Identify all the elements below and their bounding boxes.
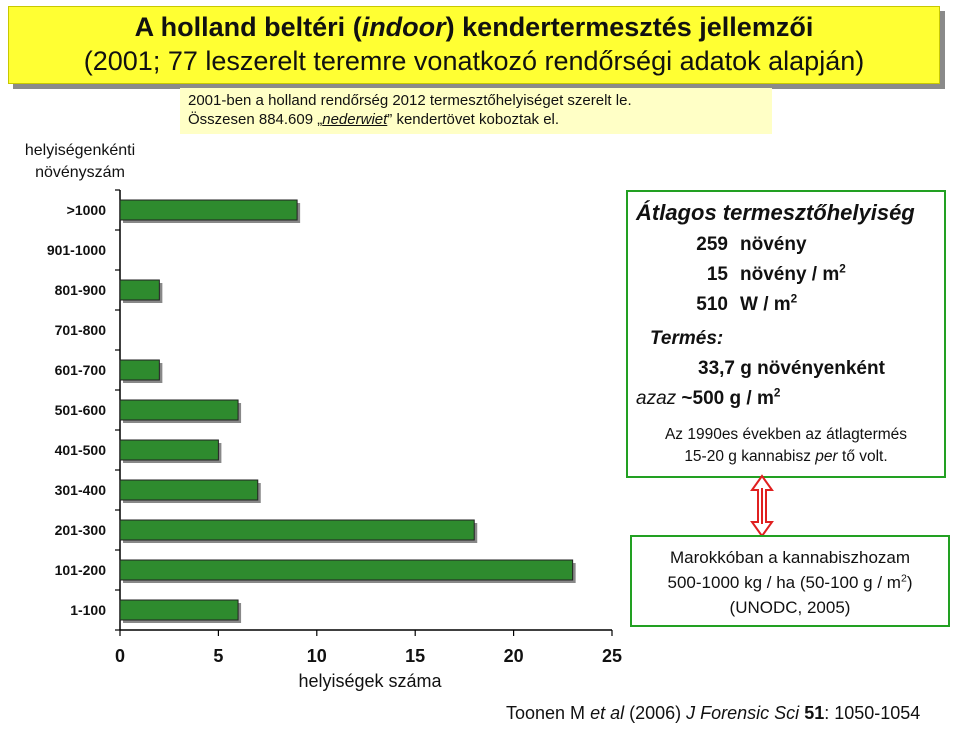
average-room-heading: Átlagos termesztőhelyiség xyxy=(636,200,915,225)
bar xyxy=(119,439,219,461)
y-tick-label: 901-1000 xyxy=(47,242,106,258)
y-tick-label: 501-600 xyxy=(55,402,107,418)
police-note-line1: 2001-ben a holland rendőrség 2012 termes… xyxy=(188,92,632,109)
bar xyxy=(119,559,574,581)
average-room-box: Átlagos termesztőhelyiség 259 növény 15 … xyxy=(626,190,946,478)
x-tick-label: 25 xyxy=(602,646,622,666)
y-tick-label: 701-800 xyxy=(55,322,107,338)
bar-chart: 0 5 10 15 20 25 >1000 901-1000 801-900 701-800 601… xyxy=(47,189,622,666)
y-axis-title: helyiségenkénti növényszám xyxy=(24,142,136,181)
x-tick-label: 10 xyxy=(307,646,327,666)
page-subtitle: (2001; 77 leszerelt teremre vonatkozó re… xyxy=(83,46,865,76)
y-tick-label: 1-100 xyxy=(70,602,106,618)
bar xyxy=(119,399,239,421)
x-tick-label: 0 xyxy=(115,646,125,666)
page-title: A holland beltéri (indoor) kendertermesz… xyxy=(134,12,814,42)
y-tick-label: 401-500 xyxy=(55,442,107,458)
yield-per-plant: 33,7 g növényenként xyxy=(698,358,885,379)
bar xyxy=(119,199,298,221)
yield-label: Termés: xyxy=(650,328,724,349)
citation: Toonen M et al (2006) J Forensic Sci 51:… xyxy=(506,703,921,723)
nineties-note: Az 1990es években az átlagtermés 15-20 g… xyxy=(664,426,908,465)
x-tick-label: 15 xyxy=(405,646,425,666)
y-tick-label: 201-300 xyxy=(55,522,107,538)
y-tick-label: 801-900 xyxy=(55,282,107,298)
morocco-box: Marokkóban a kannabiszhozam 500-1000 kg … xyxy=(630,535,950,627)
police-note-line2: Összesen 884.609 „nederwiet” kendertövet… xyxy=(188,111,560,128)
bar xyxy=(119,479,259,501)
bar xyxy=(119,359,160,381)
bar xyxy=(119,279,160,301)
bar xyxy=(119,599,239,621)
police-note: 2001-ben a holland rendőrség 2012 termes… xyxy=(180,88,772,134)
title-banner: A holland beltéri (indoor) kendertermesz… xyxy=(8,6,940,84)
x-tick-label: 20 xyxy=(504,646,524,666)
yield-per-m2: azaz ~500 g / m2 xyxy=(636,386,781,409)
bar xyxy=(119,519,475,541)
y-tick-label: >1000 xyxy=(67,202,107,218)
x-tick-label: 5 xyxy=(213,646,223,666)
y-tick-label: 101-200 xyxy=(55,562,107,578)
double-arrow-icon xyxy=(750,474,774,538)
y-tick-label: 301-400 xyxy=(55,482,107,498)
y-tick-label: 601-700 xyxy=(55,362,107,378)
x-axis-title: helyiségek száma xyxy=(298,671,442,691)
